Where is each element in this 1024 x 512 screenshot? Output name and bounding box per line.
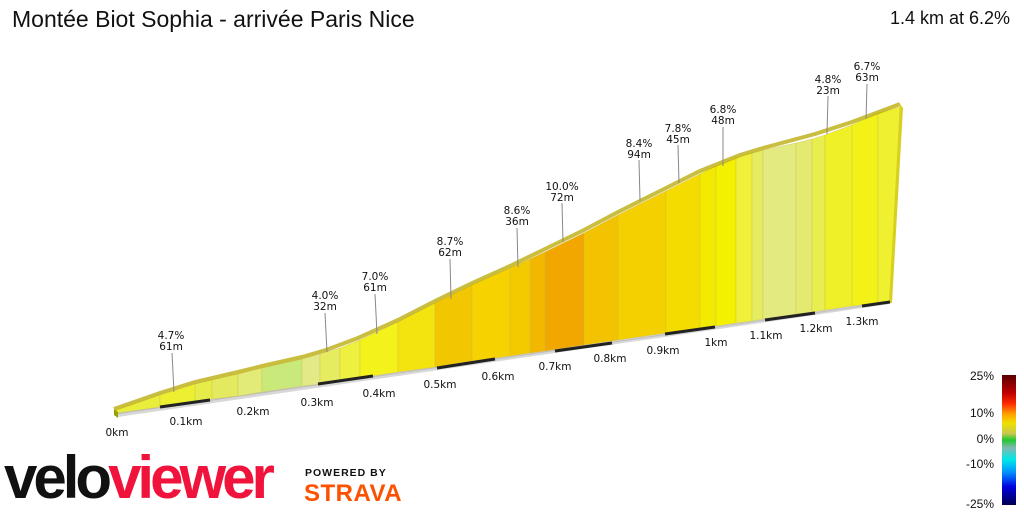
annotation: 4.8% 23m [815,74,842,135]
climb-summary: 1.4 km at 6.2% [889,8,1010,28]
x-tick: 0.6km [481,371,514,383]
svg-text:61m: 61m [159,341,183,353]
legend-label: -25% [966,497,994,511]
x-tick: 0.5km [423,379,456,391]
legend-label: 25% [970,369,994,383]
x-tick: 1.1km [749,330,782,342]
svg-text:36m: 36m [505,216,529,228]
gradient-annotations: 4.7% 61m 4.0% 32m 7.0% 61m 8.7% 62m 8.6%… [158,61,881,393]
x-axis-labels: 0km 0.1km 0.2km 0.3km 0.4km 0.5km 0.6km … [106,316,879,439]
legend-label: 10% [970,406,994,420]
veloviewer-logo: veloviewer [4,444,275,511]
x-tick: 0km [106,427,129,439]
svg-text:6.8%: 6.8% [710,104,737,116]
x-tick: 0.7km [538,361,571,373]
annotation: 6.8% 48m [710,104,737,166]
svg-text:7.0%: 7.0% [362,271,389,283]
annotation: 6.7% 63m [854,61,881,120]
annotation: 10.0% 72m [545,181,579,243]
svg-text:48m: 48m [711,115,735,127]
svg-text:4.8%: 4.8% [815,74,842,86]
x-tick: 1km [705,337,728,349]
svg-text:8.4%: 8.4% [626,138,653,150]
x-tick: 0.4km [362,388,395,400]
gradient-legend: 25% 10% 0% -10% -25% [966,369,1016,511]
powered-by-label: POWERED BY [305,467,387,479]
x-tick: 0.8km [593,353,626,365]
svg-text:6.7%: 6.7% [854,61,881,73]
x-tick: 0.2km [236,406,269,418]
annotation: 8.7% 62m [437,236,464,300]
km-scale-bars [159,300,891,409]
svg-text:23m: 23m [816,85,840,97]
annotation: 4.0% 32m [312,290,339,353]
svg-text:45m: 45m [666,134,690,146]
svg-text:4.0%: 4.0% [312,290,339,302]
x-tick: 0.3km [300,397,333,409]
legend-label: -10% [966,457,994,471]
x-tick: 1.3km [845,316,878,328]
profile-ridge [113,102,903,418]
svg-text:72m: 72m [550,192,574,204]
page-title: Montée Biot Sophia - arrivée Paris Nice [12,6,415,32]
svg-text:10.0%: 10.0% [545,181,578,193]
annotation: 4.7% 61m [158,330,185,393]
svg-text:4.7%: 4.7% [158,330,185,342]
svg-text:8.6%: 8.6% [504,205,531,217]
annotation: 7.0% 61m [362,271,389,335]
svg-text:8.7%: 8.7% [437,236,464,248]
x-tick: 0.9km [646,345,679,357]
profile-segments [115,106,901,414]
svg-text:32m: 32m [313,301,337,313]
svg-text:7.8%: 7.8% [665,123,692,135]
svg-text:62m: 62m [438,247,462,259]
annotation: 8.4% 94m [626,138,653,202]
annotation: 7.8% 45m [665,123,692,184]
svg-text:94m: 94m [627,149,651,161]
annotation: 8.6% 36m [504,205,531,268]
strava-logo: STRAVA [304,480,403,507]
svg-text:61m: 61m [363,282,387,294]
x-tick: 0.1km [169,416,202,428]
svg-text:63m: 63m [855,72,879,84]
x-tick: 1.2km [799,323,832,335]
legend-label: 0% [977,432,995,446]
legend-color-bar [1002,375,1016,505]
